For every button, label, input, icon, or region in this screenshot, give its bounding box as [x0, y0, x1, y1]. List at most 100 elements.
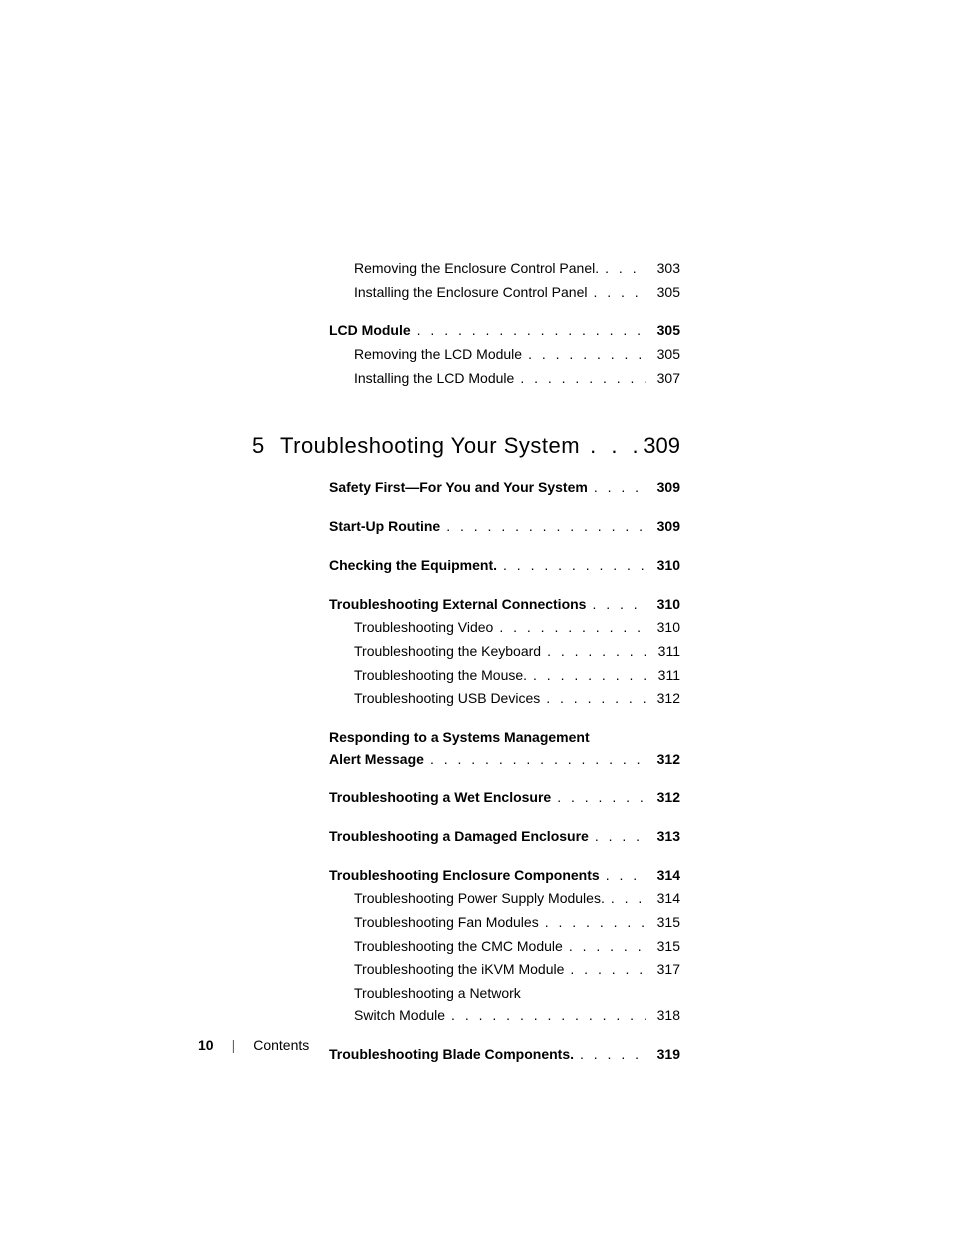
dot-leader: . . . . . . . . . . . . . . . . . . . . …: [497, 555, 646, 577]
toc-entry-title: Troubleshooting the iKVM Module: [354, 959, 564, 981]
toc-page: Removing the Enclosure Control Panel.. .…: [0, 0, 954, 1235]
toc-entry-page: 315: [646, 912, 680, 934]
toc-entry-title: Troubleshooting USB Devices: [354, 688, 540, 710]
toc-entry-page: 310: [646, 555, 680, 577]
toc-entry-title: Troubleshooting Blade Components.: [329, 1044, 574, 1066]
toc-entry-line2-row: Switch Module. . . . . . . . . . . . . .…: [354, 1005, 680, 1027]
toc-entry-title-line1: Troubleshooting a Network: [354, 983, 680, 1005]
page-footer: 10 | Contents: [198, 1037, 309, 1053]
toc-entry-title: Installing the Enclosure Control Panel: [354, 282, 587, 304]
toc-entry: Troubleshooting the Mouse.. . . . . . . …: [354, 665, 680, 687]
footer-page-number: 10: [198, 1037, 214, 1053]
toc-entry: Troubleshooting the CMC Module. . . . . …: [354, 936, 680, 958]
toc-entry: Troubleshooting Power Supply Modules.. .…: [354, 888, 680, 910]
dot-leader: . . . . . . . . . . . . . . . .: [580, 433, 640, 459]
toc-entry: Troubleshooting Enclosure Components. . …: [329, 865, 680, 887]
toc-entry-title: Start-Up Routine: [329, 516, 440, 538]
dot-leader: . . . . . . . . . . . . . . . . . . . . …: [522, 344, 646, 366]
toc-entry-title: Installing the LCD Module: [354, 368, 514, 390]
dot-leader: . . . . . . . . . . . . . . . . . . . . …: [539, 912, 646, 934]
toc-entry: Checking the Equipment.. . . . . . . . .…: [329, 555, 680, 577]
toc-entry-page: 307: [646, 368, 680, 390]
toc-entry-page: 315: [646, 936, 680, 958]
toc-entry: Troubleshooting Fan Modules. . . . . . .…: [354, 912, 680, 934]
toc-entry-page: 319: [646, 1044, 680, 1066]
chapter-title: Troubleshooting Your System: [280, 433, 580, 459]
toc-entry-title: Troubleshooting Video: [354, 617, 493, 639]
footer-separator: |: [232, 1037, 236, 1053]
dot-leader: . . . . . . . . . . . . . . . . . . . . …: [527, 665, 646, 687]
dot-leader: . . . . . . . . . . . . . . . . . . . . …: [440, 516, 646, 538]
dot-leader: . . . . . . . . . . . . . . . . . . . . …: [563, 936, 646, 958]
toc-entry: Removing the Enclosure Control Panel.. .…: [354, 258, 680, 280]
dot-leader: . . . . . . . . . . . . . . . . . . . . …: [540, 688, 646, 710]
dot-leader: . . . . . . . . . . . . . . . . . . . . …: [514, 368, 646, 390]
toc-entry: Installing the Enclosure Control Panel. …: [354, 282, 680, 304]
toc-entry: Troubleshooting External Connections. . …: [329, 594, 680, 616]
toc-entry-title: Troubleshooting Power Supply Modules.: [354, 888, 605, 910]
toc-entry: Troubleshooting a Wet Enclosure. . . . .…: [329, 787, 680, 809]
toc-entry-title: Troubleshooting Fan Modules: [354, 912, 539, 934]
toc-entry-page: 318: [646, 1005, 680, 1027]
dot-leader: . . . . . . . . . . . . . . . . . . . . …: [586, 594, 646, 616]
dot-leader: . . . . . . . . . . . . . . . . . . . . …: [605, 888, 646, 910]
dot-leader: . . . . . . . . . . . . . . . . . . . . …: [541, 641, 646, 663]
toc-entry-page: 309: [646, 477, 680, 499]
dot-leader: . . . . . . . . . . . . . . . . . . . . …: [564, 959, 646, 981]
toc-entry: Start-Up Routine. . . . . . . . . . . . …: [329, 516, 680, 538]
toc-entry-page: 314: [646, 865, 680, 887]
toc-entry: Troubleshooting USB Devices. . . . . . .…: [354, 688, 680, 710]
toc-entry-title: Checking the Equipment.: [329, 555, 497, 577]
toc-entry-page: 311: [646, 665, 680, 687]
toc-entry-page: 311: [646, 641, 680, 663]
dot-leader: . . . . . . . . . . . . . . . . . . . . …: [599, 258, 646, 280]
dot-leader: . . . . . . . . . . . . . . . . . . . . …: [411, 320, 646, 342]
toc-chapter-heading: 5Troubleshooting Your System. . . . . . …: [280, 433, 680, 459]
toc-entry-title: Removing the LCD Module: [354, 344, 522, 366]
toc-entry: Installing the LCD Module. . . . . . . .…: [354, 368, 680, 390]
chapter-page: 309: [640, 433, 680, 459]
toc-entry: Troubleshooting the iKVM Module. . . . .…: [354, 959, 680, 981]
toc-entry-title-line2: Alert Message: [329, 749, 424, 771]
dot-leader: . . . . . . . . . . . . . . . . . . . . …: [493, 617, 646, 639]
toc-entry-page: 312: [646, 749, 680, 771]
toc-entry-title-line1: Responding to a Systems Management: [329, 727, 680, 749]
toc-entry-page: 310: [646, 617, 680, 639]
dot-leader: . . . . . . . . . . . . . . . . . . . . …: [589, 826, 646, 848]
toc-entry: Troubleshooting a NetworkSwitch Module. …: [354, 983, 680, 1026]
toc-entry-page: 305: [646, 320, 680, 342]
toc-entry-title: LCD Module: [329, 320, 411, 342]
dot-leader: . . . . . . . . . . . . . . . . . . . . …: [424, 749, 646, 771]
toc-entry-page: 314: [646, 888, 680, 910]
toc-entry: Responding to a Systems ManagementAlert …: [329, 727, 680, 770]
toc-entry-page: 303: [646, 258, 680, 280]
toc-entry-title: Troubleshooting a Wet Enclosure: [329, 787, 551, 809]
toc-entry: Troubleshooting the Keyboard. . . . . . …: [354, 641, 680, 663]
toc-entry-page: 312: [646, 787, 680, 809]
toc-entry-title: Troubleshooting a Damaged Enclosure: [329, 826, 589, 848]
dot-leader: . . . . . . . . . . . . . . . . . . . . …: [588, 477, 646, 499]
toc-entry: Troubleshooting a Damaged Enclosure. . .…: [329, 826, 680, 848]
toc-entry-line2-row: Alert Message. . . . . . . . . . . . . .…: [329, 749, 680, 771]
dot-leader: . . . . . . . . . . . . . . . . . . . . …: [587, 282, 646, 304]
toc-entry-page: 305: [646, 282, 680, 304]
dot-leader: . . . . . . . . . . . . . . . . . . . . …: [551, 787, 646, 809]
toc-entry-title-line2: Switch Module: [354, 1005, 445, 1027]
toc-entry-page: 310: [646, 594, 680, 616]
toc-entry-page: 317: [646, 959, 680, 981]
toc-entry: Troubleshooting Blade Components.. . . .…: [329, 1044, 680, 1066]
toc-entry-title: Removing the Enclosure Control Panel.: [354, 258, 599, 280]
toc-entry-title: Safety First—For You and Your System: [329, 477, 588, 499]
dot-leader: . . . . . . . . . . . . . . . . . . . . …: [445, 1005, 646, 1027]
toc-entry: Safety First—For You and Your System. . …: [329, 477, 680, 499]
toc-entry: Troubleshooting Video. . . . . . . . . .…: [354, 617, 680, 639]
chapter-number: 5: [252, 433, 280, 459]
footer-label: Contents: [253, 1037, 309, 1053]
toc-entry-title: Troubleshooting the Keyboard: [354, 641, 541, 663]
toc-entry-page: 313: [646, 826, 680, 848]
toc-entry-page: 309: [646, 516, 680, 538]
toc-entry: LCD Module. . . . . . . . . . . . . . . …: [329, 320, 680, 342]
toc-entry-title: Troubleshooting the Mouse.: [354, 665, 527, 687]
toc-entry-title: Troubleshooting the CMC Module: [354, 936, 563, 958]
dot-leader: . . . . . . . . . . . . . . . . . . . . …: [574, 1044, 646, 1066]
